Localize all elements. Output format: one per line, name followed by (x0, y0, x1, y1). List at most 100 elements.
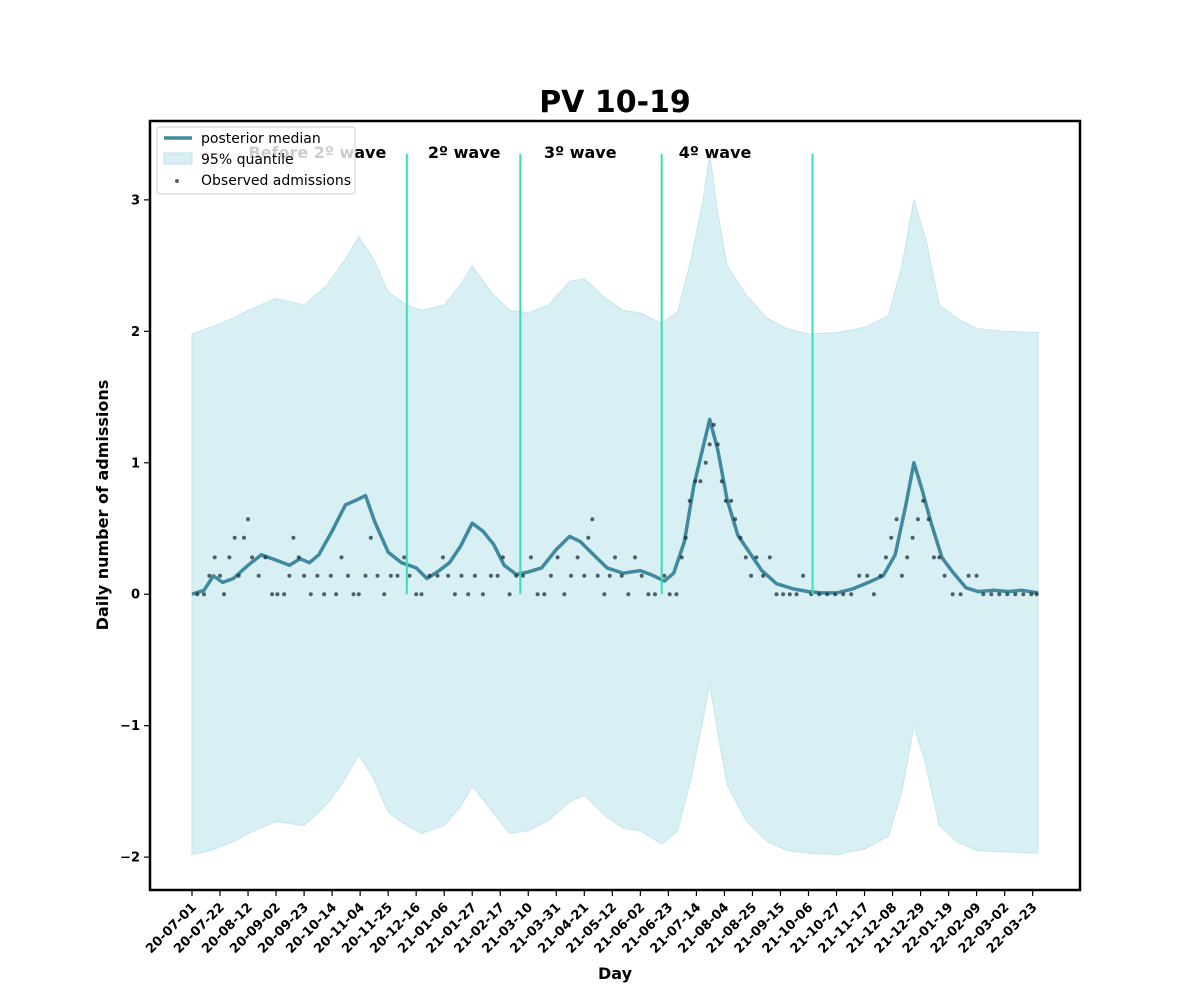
observed-point (667, 592, 672, 597)
observed-point (743, 555, 748, 560)
observed-point (270, 592, 275, 597)
observed-point (602, 592, 607, 597)
observed-point (905, 555, 910, 560)
observed-point (1029, 592, 1034, 597)
observed-point (427, 573, 432, 578)
observed-point (480, 592, 485, 597)
observed-point (495, 573, 500, 578)
quantile-band-layer (191, 153, 1039, 856)
observed-point (997, 592, 1002, 597)
observed-point (626, 592, 631, 597)
observed-point (683, 535, 688, 540)
observed-point (825, 592, 830, 597)
observed-point (733, 517, 738, 522)
observed-point (322, 592, 327, 597)
observed-point (715, 442, 720, 447)
observed-point (774, 592, 779, 597)
observed-point (328, 573, 333, 578)
observed-point (382, 592, 387, 597)
y-tick-label: 3 (131, 193, 140, 208)
observed-point (202, 592, 206, 597)
observed-point (232, 535, 237, 540)
observed-point (781, 592, 786, 597)
observed-point (817, 592, 822, 597)
observed-point (548, 573, 553, 578)
observed-point (363, 573, 368, 578)
observed-point (801, 573, 806, 578)
observed-point (646, 592, 651, 597)
observed-point (212, 555, 217, 560)
y-axis-title: Daily number of admissions (93, 380, 112, 631)
observed-point (582, 573, 587, 578)
observed-point (435, 573, 440, 578)
y-tick-label: 0 (131, 588, 140, 603)
y-tick-label: 1 (131, 456, 140, 471)
observed-point (787, 592, 792, 597)
observed-point (287, 573, 292, 578)
observed-point (520, 573, 525, 578)
observed-point (674, 592, 679, 597)
observed-point (402, 555, 407, 560)
observed-point (857, 573, 862, 578)
observed-point (472, 573, 477, 578)
observed-point (459, 573, 464, 578)
observed-point (633, 555, 637, 560)
observed-point (590, 517, 595, 522)
observed-point (1013, 592, 1018, 597)
observed-point (921, 498, 926, 503)
observed-point (246, 517, 250, 522)
observed-point (619, 573, 624, 578)
legend-swatch-observed (175, 179, 179, 183)
observed-point (346, 573, 351, 578)
observed-point (693, 479, 698, 484)
observed-point (703, 460, 708, 465)
observed-point (926, 517, 931, 522)
observed-point (514, 573, 519, 578)
observed-point (339, 555, 344, 560)
observed-point (950, 592, 955, 597)
observed-point (989, 592, 994, 597)
y-tick-label: −2 (120, 851, 140, 866)
observed-point (749, 573, 754, 578)
observed-point (841, 592, 846, 597)
observed-point (883, 555, 888, 560)
observed-point (894, 517, 899, 522)
observed-point (1005, 592, 1010, 597)
observed-point (942, 573, 947, 578)
observed-point (569, 573, 573, 578)
observed-point (275, 592, 280, 597)
median-line-layer (191, 417, 1039, 596)
legend-swatch-band (163, 152, 193, 165)
observed-point (738, 535, 743, 540)
observed-point (889, 535, 894, 540)
wave-label: 3º wave (544, 143, 617, 162)
observed-point (414, 592, 419, 597)
observed-point (528, 555, 533, 560)
observed-point (711, 422, 716, 427)
observed-point (707, 442, 712, 447)
observed-point (575, 555, 580, 560)
observed-point (227, 555, 232, 560)
observed-point (375, 573, 380, 578)
x-axis-title: Day (598, 964, 633, 983)
observed-point (419, 592, 424, 597)
observed-point (794, 592, 799, 597)
wave-label: 2º wave (428, 143, 501, 162)
observed-point (263, 555, 268, 560)
observed-point (719, 479, 724, 484)
legend-label-median: posterior median (201, 131, 321, 147)
observed-point (308, 592, 313, 597)
observed-point (729, 498, 734, 503)
observed-point (679, 555, 684, 560)
observed-point (878, 573, 883, 578)
observed-point (974, 573, 979, 578)
observed-point (767, 555, 772, 560)
quantile-band (191, 153, 1039, 856)
observed-point (687, 498, 692, 503)
observed-point (302, 573, 307, 578)
observed-point (388, 573, 393, 578)
median-line (191, 417, 1039, 596)
observed-point (754, 555, 759, 560)
observed-point (452, 592, 457, 597)
legend-box (156, 126, 356, 195)
